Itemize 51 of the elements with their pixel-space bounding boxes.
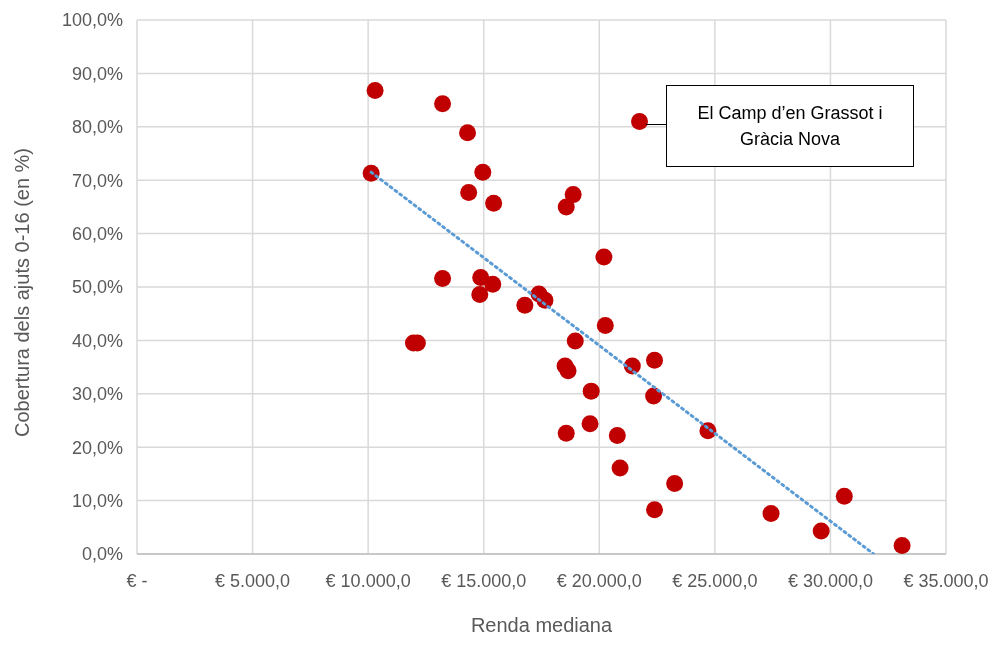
x-tick-label: € 30.000,0 [787,570,873,591]
point [474,163,492,181]
point [566,332,584,350]
point [611,459,629,477]
y-tick-label: 50,0% [71,277,123,298]
point [582,382,600,400]
y-tick-label: 20,0% [71,437,123,458]
point [608,426,626,444]
y-tick-label: 0,0% [81,544,123,565]
y-tick-label: 80,0% [71,117,123,138]
y-tick-label: 70,0% [71,170,123,191]
point [666,475,684,493]
y-tick-label: 30,0% [71,384,123,405]
x-tick-label: € - [126,570,148,591]
point [762,504,780,522]
point [366,81,384,99]
point [471,285,489,303]
y-tick-label: 90,0% [71,63,123,84]
x-tick-label: € 5.000,0 [215,570,291,591]
point [460,183,478,201]
point [596,316,614,334]
point [645,387,663,405]
point [835,487,853,505]
y-tick-label: 40,0% [71,330,123,351]
point [631,112,649,130]
point [434,269,452,287]
x-tick-label: € 10.000,0 [325,570,411,591]
x-tick-label: € 25.000,0 [672,570,758,591]
point [516,296,534,314]
point [485,194,503,212]
y-tick-label: 60,0% [71,223,123,244]
point [459,124,477,142]
point [564,186,582,204]
x-tick-label: € 35.000,0 [903,570,989,591]
point [893,536,911,554]
y-axis-title: Cobertura dels ajuts 0-16 (en %) [11,147,34,437]
x-tick-label: € 20.000,0 [556,570,642,591]
point [484,275,502,293]
point [559,362,577,380]
point [812,522,830,540]
point [646,501,664,519]
point [434,95,452,113]
y-tick-label: 100,0% [61,10,123,31]
point [595,248,613,266]
point [581,415,599,433]
point [646,351,664,369]
point [472,268,490,286]
x-tick-label: € 15.000,0 [441,570,527,591]
x-axis-title: Renda mediana [470,614,613,636]
point [557,424,575,442]
y-tick-label: 10,0% [71,490,123,511]
